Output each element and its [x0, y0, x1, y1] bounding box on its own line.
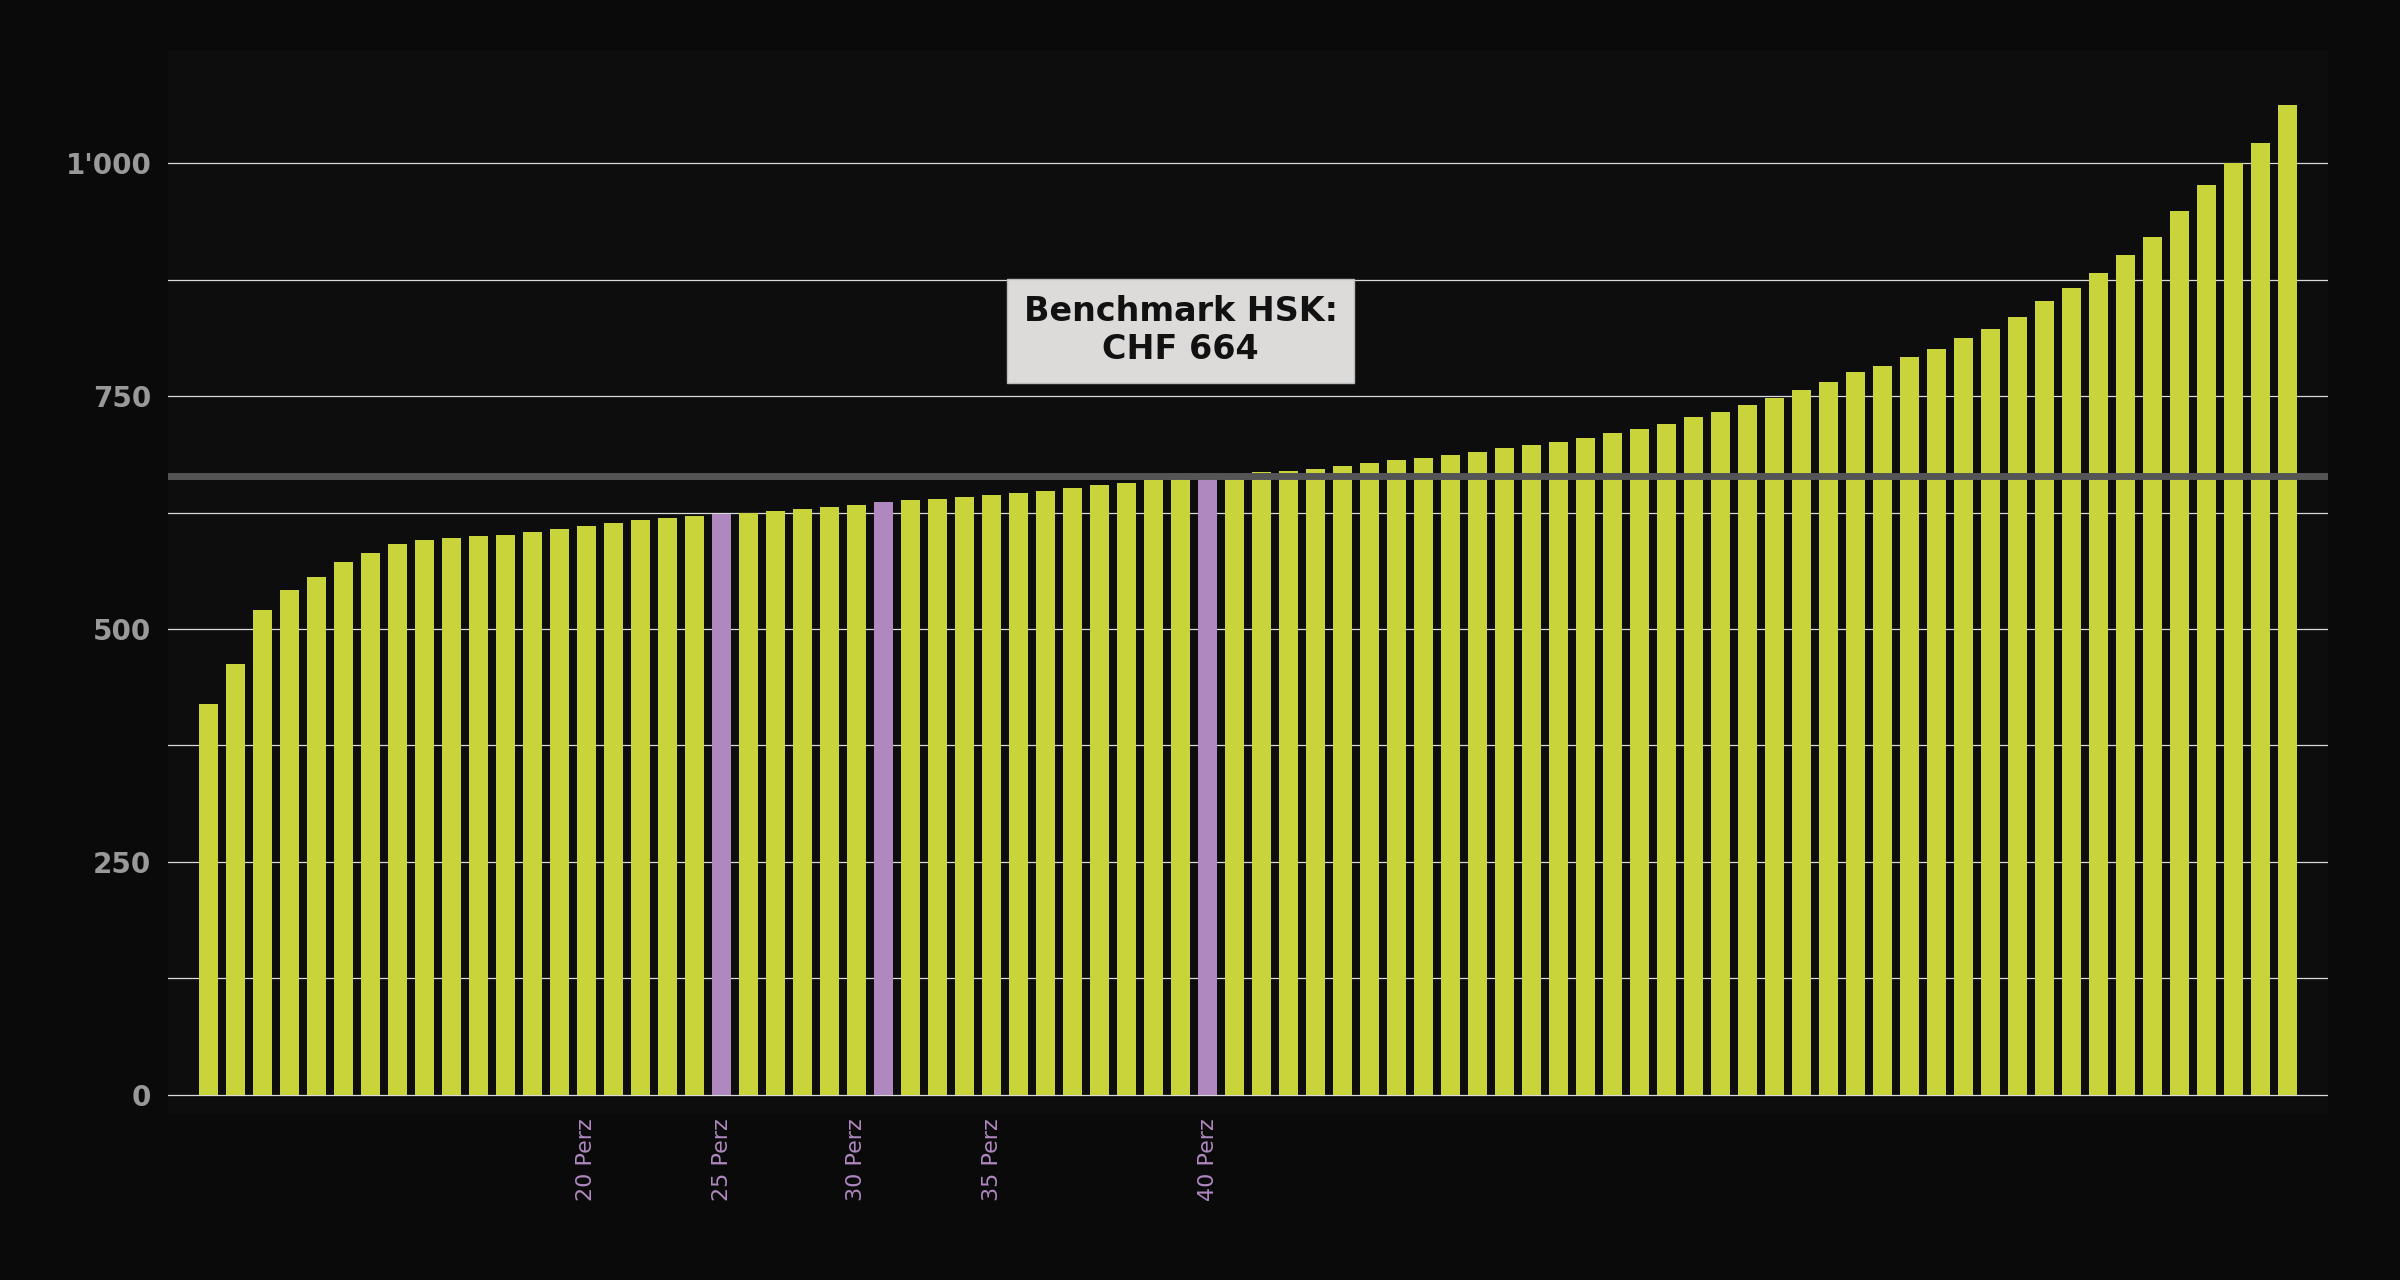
Bar: [1116, 483, 1135, 1094]
Bar: [605, 522, 624, 1094]
Bar: [1008, 493, 1027, 1094]
Bar: [415, 540, 434, 1094]
Bar: [2143, 237, 2162, 1094]
Bar: [2088, 273, 2107, 1094]
Bar: [1279, 471, 1298, 1094]
Bar: [929, 498, 948, 1094]
Bar: [1685, 417, 1704, 1094]
Bar: [1037, 492, 1056, 1094]
Bar: [982, 495, 1001, 1094]
Bar: [2196, 186, 2215, 1094]
Bar: [1171, 477, 1190, 1094]
Bar: [1954, 338, 1973, 1094]
Bar: [1656, 424, 1675, 1094]
Bar: [442, 538, 461, 1094]
Bar: [1440, 454, 1459, 1094]
Bar: [1846, 371, 1865, 1094]
Bar: [334, 562, 353, 1094]
Bar: [550, 530, 569, 1094]
Bar: [1738, 406, 1757, 1094]
Bar: [1630, 429, 1649, 1094]
Bar: [792, 508, 811, 1094]
Bar: [1577, 438, 1596, 1094]
Bar: [1224, 475, 1243, 1094]
Bar: [955, 497, 974, 1094]
Bar: [1980, 329, 1999, 1094]
Bar: [523, 532, 542, 1094]
Bar: [1901, 357, 1920, 1094]
Bar: [1819, 381, 1838, 1094]
Bar: [874, 502, 893, 1094]
Bar: [1090, 485, 1109, 1094]
Bar: [1145, 480, 1164, 1094]
Bar: [2009, 317, 2028, 1094]
Bar: [739, 512, 758, 1094]
Bar: [2170, 211, 2189, 1094]
Bar: [1306, 468, 1325, 1094]
Bar: [2251, 142, 2270, 1094]
Bar: [226, 664, 245, 1094]
Bar: [2062, 288, 2081, 1094]
Bar: [1332, 466, 1351, 1094]
Text: 30 Perz: 30 Perz: [847, 1119, 866, 1201]
Bar: [576, 526, 595, 1094]
Bar: [631, 520, 650, 1094]
Bar: [1414, 457, 1433, 1094]
Bar: [497, 535, 516, 1094]
Bar: [468, 536, 487, 1094]
Bar: [307, 577, 326, 1094]
Bar: [1872, 366, 1891, 1094]
Bar: [1548, 442, 1567, 1094]
Bar: [684, 516, 703, 1094]
Bar: [2117, 255, 2136, 1094]
Bar: [1603, 434, 1622, 1094]
Bar: [766, 511, 785, 1094]
Bar: [900, 500, 919, 1094]
Bar: [1764, 398, 1783, 1094]
Bar: [360, 553, 379, 1094]
Text: 20 Perz: 20 Perz: [576, 1119, 598, 1201]
Bar: [1927, 349, 1946, 1094]
Bar: [847, 506, 866, 1094]
Bar: [1522, 445, 1541, 1094]
Bar: [1198, 476, 1217, 1094]
Bar: [1387, 461, 1406, 1094]
Bar: [658, 518, 677, 1094]
Bar: [389, 544, 408, 1094]
Bar: [252, 611, 271, 1094]
Bar: [1469, 452, 1488, 1094]
Bar: [199, 704, 218, 1094]
Text: 35 Perz: 35 Perz: [982, 1119, 1001, 1201]
Bar: [1063, 488, 1082, 1094]
Text: Benchmark HSK:
CHF 664: Benchmark HSK: CHF 664: [1022, 296, 1337, 366]
Bar: [2278, 105, 2297, 1094]
Bar: [1495, 448, 1514, 1094]
Bar: [713, 515, 732, 1094]
Bar: [281, 590, 300, 1094]
Bar: [1793, 390, 1812, 1094]
Bar: [1253, 472, 1272, 1094]
Bar: [2225, 163, 2244, 1094]
Text: 40 Perz: 40 Perz: [1198, 1119, 1217, 1201]
Bar: [1711, 412, 1730, 1094]
Bar: [821, 507, 840, 1094]
Bar: [1361, 463, 1380, 1094]
Text: 25 Perz: 25 Perz: [710, 1119, 732, 1201]
Bar: [2035, 301, 2054, 1094]
